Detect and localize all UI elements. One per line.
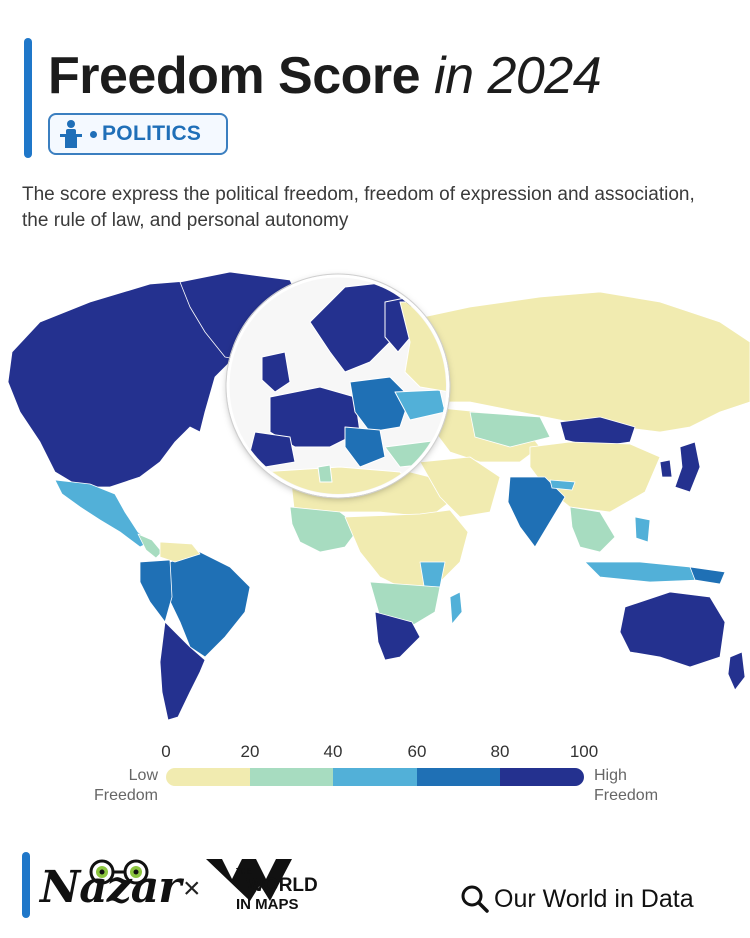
- twim-the: THE: [236, 867, 252, 876]
- middle-east-region: [419, 456, 501, 518]
- legend-swatch-60-80: [416, 768, 501, 786]
- korea-region: [659, 459, 673, 478]
- legend-high-label: High Freedom: [594, 767, 659, 804]
- world-in-maps-wordmark: THE WORLD IN MAPS: [236, 868, 318, 914]
- iberia-zoom: [249, 431, 296, 468]
- category-badge: POLITICS: [48, 113, 228, 155]
- legend-swatch-0-20: [166, 768, 250, 786]
- legend-tick: 100: [569, 742, 599, 761]
- page-title: Freedom Score in 2024: [48, 44, 602, 108]
- world-in-maps-icon: [206, 859, 292, 901]
- venezuela-region: [159, 541, 201, 563]
- owid-credit: Our World in Data: [460, 884, 694, 914]
- philippines-region: [634, 516, 651, 543]
- world-freedom-map: [7, 271, 750, 721]
- podium-speaker-icon: [60, 120, 82, 148]
- legend-swatch-80-100: [500, 768, 584, 786]
- badge-label: POLITICS: [102, 122, 202, 145]
- uk-ireland-zoom: [261, 351, 291, 393]
- tunisia-zoom: [317, 464, 333, 483]
- legend: 0 20 40 60 80 100 Low Freedom High Freed…: [80, 742, 680, 812]
- footer-accent-bar: [22, 852, 30, 918]
- twim-in-maps: IN MAPS: [236, 896, 299, 913]
- japan-region: [674, 441, 701, 493]
- brazil-region: [167, 551, 251, 658]
- eastern-europe-zoom: [349, 376, 411, 433]
- andes-region: [139, 559, 173, 623]
- central-africa-region: [344, 509, 469, 593]
- southeast-asia-region: [569, 506, 616, 553]
- australia-region: [619, 591, 726, 668]
- search-icon: [461, 885, 489, 913]
- twim-world: WORLD: [246, 875, 318, 896]
- legend-swatch-40-60: [333, 768, 417, 786]
- legend-color-bar: [166, 768, 584, 786]
- legend-low-label: Low Freedom: [93, 767, 158, 804]
- legend-tick: 40: [323, 742, 343, 761]
- indonesia-region: [584, 561, 701, 583]
- badge-dot: [90, 130, 97, 138]
- legend-tick: 0: [161, 742, 171, 761]
- west-africa-region: [289, 506, 361, 553]
- legend-tick: 60: [407, 742, 427, 761]
- legend-swatch-20-40: [249, 768, 334, 786]
- title-bold: Freedom Score: [48, 47, 421, 105]
- nazar-eyes-icon: [89, 859, 149, 885]
- mexico-region: [54, 479, 151, 548]
- central-america-region: [137, 533, 163, 559]
- papua-new-guinea-region: [689, 566, 726, 585]
- india-region: [507, 476, 566, 548]
- balkans-zoom: [344, 426, 386, 468]
- southern-cone-region: [159, 621, 206, 721]
- south-africa-region: [374, 611, 421, 661]
- mongolia-region: [559, 416, 636, 448]
- nazar-wordmark: Nazar: [40, 862, 181, 913]
- madagascar-region: [449, 591, 463, 625]
- legend-tick: 80: [490, 742, 510, 761]
- owid-label: Our World in Data: [494, 884, 694, 913]
- nepal-bhutan-region: [549, 479, 576, 491]
- new-zealand-region: [727, 651, 746, 691]
- legend-tick: 20: [240, 742, 260, 761]
- kazakhstan-accent-region: [469, 411, 551, 448]
- collab-separator: ×: [183, 872, 201, 905]
- nazar-logo: Nazar: [40, 852, 181, 922]
- title-italic: in 2024: [434, 47, 602, 105]
- subtitle: The score express the political freedom,…: [22, 184, 695, 231]
- title-accent-bar: [24, 38, 32, 158]
